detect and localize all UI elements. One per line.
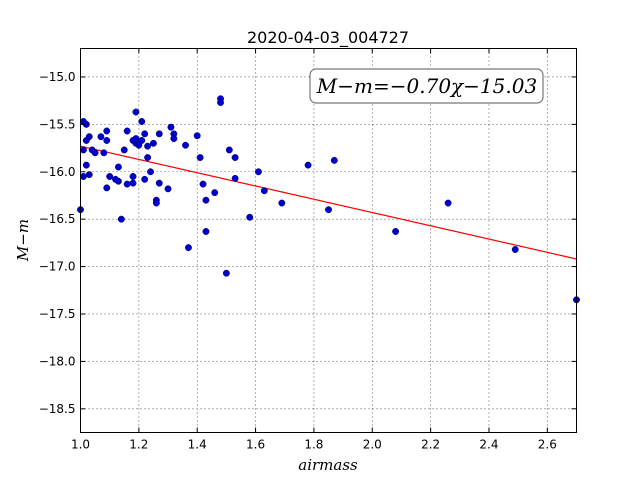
data-point — [141, 175, 149, 183]
data-point — [103, 137, 111, 144]
data-point — [255, 168, 262, 176]
data-point — [202, 228, 210, 235]
data-point — [164, 185, 172, 193]
data-point — [114, 163, 122, 171]
x-tick-label: 1.2 — [129, 438, 148, 452]
data-point — [129, 179, 137, 187]
data-point — [152, 199, 160, 207]
y-tick-label: −16.0 — [39, 165, 76, 179]
data-point — [132, 135, 140, 143]
data-point — [246, 213, 254, 221]
data-point — [123, 127, 131, 135]
data-point — [103, 184, 111, 192]
x-tick-label: 1.6 — [246, 438, 265, 452]
data-point — [144, 154, 152, 161]
data-point — [85, 171, 93, 179]
data-point — [117, 215, 125, 223]
y-tick-label: −15.0 — [39, 70, 76, 84]
data-point — [511, 246, 519, 253]
x-tick-label: 1.0 — [71, 438, 90, 452]
data-point — [79, 146, 87, 154]
data-point — [182, 141, 189, 149]
data-point — [103, 127, 111, 135]
y-tick-label: −18.5 — [39, 402, 76, 416]
data-point — [120, 146, 128, 154]
data-point — [330, 156, 338, 164]
data-point — [231, 174, 239, 182]
data-point — [82, 161, 90, 169]
data-points — [77, 95, 580, 304]
y-tick-label: −16.5 — [39, 212, 76, 226]
x-tick-label: 1.4 — [188, 438, 207, 452]
data-point — [231, 154, 239, 161]
data-point — [91, 149, 99, 157]
fit-equation: M−m=−0.70χ−15.03 — [316, 74, 537, 98]
data-point — [392, 228, 400, 235]
fit-line-layer — [80, 145, 577, 260]
x-tick-label: 2.4 — [479, 438, 498, 452]
x-tick-label: 2.0 — [363, 438, 382, 452]
axis-ticks: 1.0 1.2 1.4 1.6 1.8 2.0 2.2 2.4 2.6 −15.0 −15.5 −16… — [39, 48, 577, 452]
data-point — [149, 139, 157, 147]
data-point — [199, 180, 207, 188]
grid-lines — [80, 48, 577, 433]
data-point — [147, 168, 154, 176]
y-tick-label: −17.5 — [39, 307, 76, 321]
plot-frame — [80, 48, 577, 433]
data-point — [170, 135, 178, 143]
data-point — [100, 149, 108, 157]
data-point — [185, 244, 192, 252]
data-point — [79, 173, 87, 180]
data-point — [304, 161, 312, 169]
x-tick-label: 1.8 — [304, 438, 323, 452]
data-point — [144, 142, 152, 150]
data-point — [260, 187, 268, 195]
data-point — [97, 133, 105, 141]
data-point — [202, 196, 210, 204]
fit-line — [80, 145, 577, 260]
data-point — [217, 99, 224, 106]
data-point — [123, 180, 131, 188]
data-point — [211, 189, 219, 197]
data-point — [155, 179, 163, 187]
data-point — [132, 108, 140, 116]
y-tick-label: −18.0 — [39, 354, 76, 368]
data-point — [138, 118, 146, 125]
data-point — [114, 177, 122, 185]
chart-title: 2020-04-03_004727 — [247, 28, 409, 48]
data-point — [138, 137, 146, 144]
data-point — [106, 173, 114, 180]
data-point — [85, 133, 93, 141]
annotation-box: M−m=−0.70χ−15.03 — [309, 68, 544, 104]
data-point — [141, 130, 149, 138]
data-point — [225, 146, 233, 154]
data-point — [167, 123, 175, 131]
data-point — [129, 173, 137, 180]
data-point — [222, 269, 230, 277]
y-axis-label: M−m — [14, 219, 32, 262]
y-tick-label: −17.0 — [39, 260, 76, 274]
data-point — [155, 130, 163, 138]
data-point — [278, 199, 286, 207]
data-point — [444, 199, 452, 207]
data-point — [193, 132, 201, 140]
data-point — [325, 206, 332, 214]
x-tick-label: 2.2 — [421, 438, 440, 452]
x-tick-label: 2.6 — [538, 438, 557, 452]
data-point — [196, 154, 204, 161]
y-tick-label: −15.5 — [39, 117, 76, 131]
x-axis-label: airmass — [298, 456, 358, 474]
